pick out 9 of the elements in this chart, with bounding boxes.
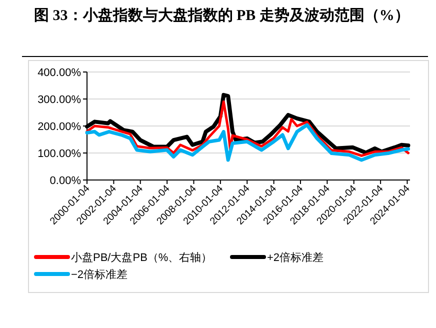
y-tick-label: 300.00%: [38, 94, 82, 106]
y-tick-label: 100.00%: [38, 148, 82, 160]
y-tick-label: 0.00%: [50, 175, 82, 187]
y-tick-label: 400.00%: [38, 67, 82, 79]
legend-label: −2倍标准差: [71, 268, 128, 281]
chart-title: 图 33：小盘指数与大盘指数的 PB 走势及波动范围（%）: [34, 7, 410, 24]
legend-label: 小盘PB/大盘PB（%、右轴）: [71, 251, 212, 264]
legend-label: +2倍标准差: [267, 251, 324, 264]
y-tick-label: 200.00%: [38, 121, 82, 133]
